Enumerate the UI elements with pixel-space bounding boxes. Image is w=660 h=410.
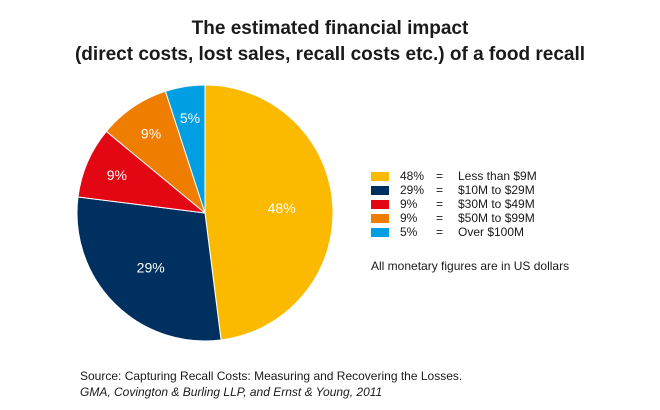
legend-label: $50M to $99M (458, 211, 535, 225)
legend-equals: = (436, 183, 444, 197)
legend-swatch (371, 172, 389, 181)
slice-label-2: 9% (107, 167, 127, 183)
legend-equals: = (436, 211, 444, 225)
legend-percent: 5% (400, 225, 418, 239)
legend-label: Less than $9M (458, 169, 537, 183)
source-line-2: GMA, Covington & Burling LLP, and Ernst … (80, 385, 383, 399)
pie-slice-1 (76, 196, 222, 342)
legend-swatch (371, 186, 389, 195)
slice-label-3: 9% (141, 126, 161, 142)
pie-slice-0 (204, 84, 334, 341)
slice-label-0: 48% (268, 200, 296, 216)
chart-title-line-1: The estimated financial impact (191, 18, 469, 39)
legend-percent: 48% (400, 169, 425, 183)
legend-percent: 9% (400, 197, 418, 211)
legend-label: $10M to $29M (458, 183, 535, 197)
legend-equals: = (436, 197, 444, 211)
chart-title-line-2: (direct costs, lost sales, recall costs … (74, 44, 586, 65)
currency-note: All monetary figures are in US dollars (371, 259, 570, 273)
legend-label: Over $100M (458, 225, 525, 239)
slice-label-4: 5% (180, 110, 200, 126)
legend-swatch (371, 200, 389, 209)
legend-percent: 9% (400, 211, 418, 225)
legend-swatch (371, 214, 389, 223)
legend-percent: 29% (400, 183, 425, 197)
legend-equals: = (436, 169, 444, 183)
pie-slice-4 (164, 84, 206, 214)
legend-equals: = (436, 225, 444, 239)
legend-swatch (371, 228, 389, 237)
source-line-1: Source: Capturing Recall Costs: Measurin… (80, 369, 463, 383)
legend-label: $30M to $49M (458, 197, 535, 211)
slice-label-1: 29% (137, 259, 165, 275)
